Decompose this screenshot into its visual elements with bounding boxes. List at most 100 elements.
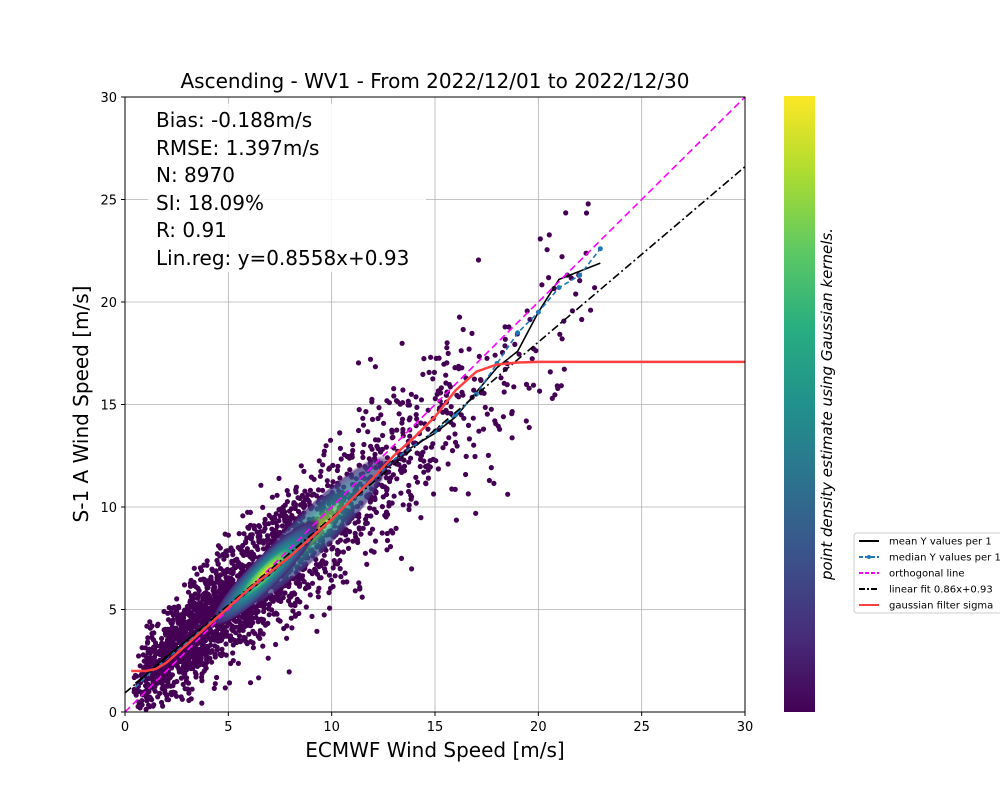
scatter-point (476, 428, 482, 434)
scatter-point (338, 456, 344, 462)
scatter-point (414, 479, 421, 485)
scatter-point (230, 552, 236, 558)
scatter-point (356, 580, 362, 586)
scatter-point (176, 614, 182, 620)
scatter-point (356, 526, 363, 532)
scatter-point (472, 453, 478, 460)
series-marker (535, 309, 541, 315)
scatter-point (331, 558, 337, 564)
scatter-point (220, 651, 226, 657)
scatter-point (356, 427, 362, 434)
scatter-point (235, 560, 242, 566)
scatter-point (456, 394, 462, 400)
scatter-point (400, 430, 406, 436)
scatter-point (207, 642, 214, 648)
scatter-point (558, 383, 564, 389)
scatter-point (185, 610, 191, 616)
scatter-point (502, 336, 508, 342)
scatter-point (224, 552, 230, 559)
scatter-point (417, 463, 423, 470)
scatter-point (260, 643, 266, 649)
scatter-point (143, 653, 149, 659)
scatter-point (431, 491, 437, 497)
scatter-point (307, 592, 313, 598)
scatter-point (444, 345, 450, 351)
scatter-point (502, 324, 508, 330)
scatter-point (285, 492, 292, 498)
scatter-point (247, 680, 254, 686)
scatter-point (250, 610, 256, 616)
scatter-point (327, 437, 334, 443)
scatter-point (214, 551, 220, 557)
scatter-point (184, 667, 190, 673)
scatter-point (311, 491, 317, 497)
scatter-point (523, 381, 530, 387)
scatter-point (344, 579, 350, 585)
scatter-point (243, 538, 249, 545)
scatter-point (396, 411, 402, 417)
scatter-point (217, 545, 223, 551)
scatter-point (318, 468, 324, 474)
scatter-point (316, 564, 322, 570)
scatter-point (219, 588, 225, 594)
scatter-point (147, 656, 153, 662)
scatter-point (196, 592, 202, 598)
scatter-point (168, 665, 175, 671)
legend-label: orthogonal line (889, 569, 965, 580)
scatter-point (199, 700, 205, 706)
scatter-point (444, 360, 450, 366)
scatter-point (199, 602, 205, 608)
scatter-point (265, 540, 272, 546)
scatter-point (335, 463, 341, 469)
stat-r: R: 0.91 (156, 218, 227, 242)
scatter-point (359, 594, 365, 600)
scatter-point (167, 645, 173, 651)
scatter-point (386, 400, 392, 406)
scatter-point (376, 405, 382, 411)
scatter-point (175, 603, 182, 609)
scatter-point (371, 506, 377, 512)
scatter-point (430, 376, 436, 382)
scatter-point (230, 628, 236, 634)
scatter-point (198, 577, 204, 583)
scatter-point (194, 650, 200, 656)
scatter-point (546, 232, 552, 238)
scatter-point (199, 674, 205, 680)
scatter-point (466, 436, 472, 442)
legend-items: mean Y values per 1 median Y values per 1… (859, 537, 1000, 612)
scatter-point (498, 375, 504, 381)
scatter-point (407, 415, 413, 421)
scatter-point (213, 632, 219, 639)
scatter-point (418, 397, 425, 403)
scatter-point (443, 441, 449, 447)
scatter-point (201, 595, 207, 601)
scatter-point (561, 366, 567, 372)
scatter-point (204, 654, 210, 660)
scatter-point (269, 607, 275, 613)
scatter-point (465, 491, 471, 497)
scatter-point (281, 625, 287, 632)
scatter-point (244, 618, 250, 624)
scatter-point (282, 590, 288, 596)
scatter-point (290, 608, 296, 614)
series-marker (577, 272, 583, 278)
scatter-point (319, 558, 326, 564)
scatter-point (176, 669, 182, 675)
scatter-point (200, 646, 206, 653)
scatter-point (577, 278, 583, 284)
scatter-point (446, 435, 452, 441)
scatter-point (466, 346, 472, 352)
scatter-point (475, 257, 482, 263)
scatter-point (175, 633, 181, 639)
scatter-point (465, 422, 472, 428)
scatter-point (433, 458, 439, 464)
scatter-point (421, 356, 427, 362)
scatter-point (266, 612, 272, 618)
scatter-point (155, 621, 161, 627)
scatter-point (169, 620, 175, 626)
scatter-point (321, 612, 327, 618)
scatter-point (377, 449, 384, 455)
scatter-point (187, 583, 194, 589)
x-axis-label: ECMWF Wind Speed [m/s] (305, 738, 564, 762)
x-tick-label: 10 (323, 720, 340, 735)
